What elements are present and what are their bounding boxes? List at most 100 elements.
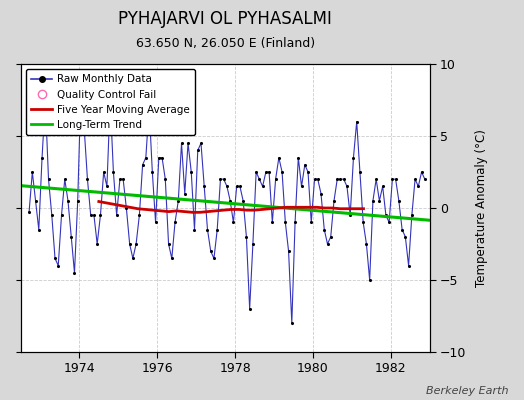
Point (138, 162, 147, 168)
Point (90, 212, 98, 218)
Point (369, 198, 377, 204)
Point (411, 176, 419, 182)
Point (353, 118, 361, 125)
Point (73, 198, 82, 204)
Point (343, 183, 351, 190)
Point (408, 212, 416, 218)
Point (285, 248, 293, 254)
Point (239, 198, 247, 204)
Point (93, 241, 101, 247)
Point (336, 176, 345, 182)
Point (125, 241, 134, 247)
Point (165, 241, 173, 247)
Point (395, 198, 403, 204)
Point (41, 97, 49, 103)
Point (375, 198, 384, 204)
Y-axis label: Temperature Anomaly (°C): Temperature Anomaly (°C) (475, 129, 488, 287)
Point (135, 212, 144, 218)
Point (129, 255, 137, 262)
Point (261, 169, 270, 175)
Point (288, 320, 296, 326)
Point (113, 212, 121, 218)
Point (255, 176, 264, 182)
Point (346, 212, 354, 218)
Point (310, 176, 319, 182)
Point (141, 154, 150, 161)
Point (258, 183, 267, 190)
Point (229, 219, 237, 226)
Point (38, 154, 46, 161)
Point (213, 226, 222, 233)
Point (35, 226, 43, 233)
Point (320, 226, 329, 233)
Point (106, 97, 114, 103)
Point (177, 140, 185, 146)
Legend: Raw Monthly Data, Quality Control Fail, Five Year Moving Average, Long-Term Tren: Raw Monthly Data, Quality Control Fail, … (26, 69, 195, 135)
Point (278, 169, 286, 175)
Point (132, 241, 140, 247)
Point (326, 234, 335, 240)
Point (54, 262, 62, 269)
Point (362, 241, 370, 247)
Point (151, 219, 160, 226)
Point (190, 226, 199, 233)
Point (122, 205, 130, 211)
Point (197, 140, 205, 146)
Point (116, 176, 124, 182)
Point (359, 219, 367, 226)
Text: Berkeley Earth: Berkeley Earth (426, 386, 508, 396)
Point (86, 212, 95, 218)
Point (226, 198, 234, 204)
Point (31, 198, 40, 204)
Point (356, 169, 364, 175)
Point (275, 154, 283, 161)
Point (294, 154, 302, 161)
Point (70, 270, 79, 276)
Point (372, 176, 380, 182)
Point (28, 169, 37, 175)
Point (268, 219, 277, 226)
Point (100, 169, 108, 175)
Point (323, 241, 332, 247)
Point (236, 183, 244, 190)
Point (252, 169, 260, 175)
Point (171, 219, 179, 226)
Point (210, 255, 218, 262)
Point (45, 176, 53, 182)
Point (161, 176, 169, 182)
Point (51, 255, 59, 262)
Point (340, 176, 348, 182)
Point (155, 154, 163, 161)
Point (301, 162, 309, 168)
Point (61, 176, 69, 182)
Point (388, 176, 397, 182)
Point (184, 140, 192, 146)
Point (193, 147, 202, 154)
Point (291, 219, 299, 226)
Point (80, 126, 89, 132)
Point (174, 198, 182, 204)
Point (401, 234, 410, 240)
Point (245, 306, 254, 312)
Point (381, 212, 390, 218)
Point (350, 154, 358, 161)
Point (158, 154, 166, 161)
Point (200, 183, 209, 190)
Point (405, 262, 413, 269)
Point (307, 219, 315, 226)
Point (187, 169, 195, 175)
Point (148, 169, 157, 175)
Point (330, 198, 338, 204)
Point (365, 277, 374, 283)
Point (304, 169, 312, 175)
Point (249, 241, 257, 247)
Point (57, 212, 66, 218)
Point (233, 183, 241, 190)
Point (223, 183, 231, 190)
Point (333, 176, 342, 182)
Point (64, 198, 72, 204)
Point (398, 226, 406, 233)
Point (391, 176, 400, 182)
Point (265, 169, 274, 175)
Point (317, 190, 325, 197)
